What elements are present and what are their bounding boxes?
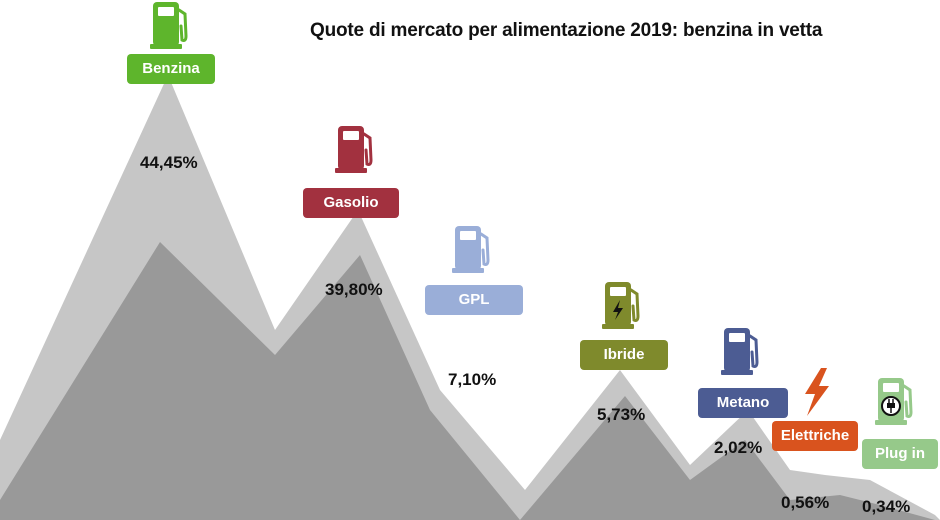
value-label-ibride: 5,73%	[597, 405, 646, 424]
plug-pump-icon	[875, 378, 913, 425]
fuel-pump-icon	[452, 226, 490, 273]
category-label-plug-in: Plug in	[862, 439, 938, 469]
value-label-elettriche: 0,56%	[781, 493, 830, 512]
value-label-gpl: 7,10%	[448, 370, 497, 389]
value-label-gasolio: 39,80%	[325, 280, 383, 299]
hybrid-pump-icon	[602, 282, 640, 329]
mountain-inner	[0, 242, 935, 520]
fuel-pump-icon	[721, 328, 759, 375]
category-label-metano: Metano	[698, 388, 788, 418]
lightning-bolt-icon	[805, 368, 829, 416]
category-label-benzina: Benzina	[127, 54, 215, 84]
category-label-gasolio: Gasolio	[303, 188, 399, 218]
category-label-elettriche: Elettriche	[772, 421, 858, 451]
value-label-benzina: 44,45%	[140, 153, 198, 172]
category-label-gpl: GPL	[425, 285, 523, 315]
value-label-plug-in: 0,34%	[862, 497, 911, 516]
category-label-ibride: Ibride	[580, 340, 668, 370]
value-label-metano: 2,02%	[714, 438, 763, 457]
chart-title: Quote di mercato per alimentazione 2019:…	[310, 20, 823, 41]
fuel-pump-icon	[335, 126, 373, 173]
fuel-pump-icon	[150, 2, 188, 49]
